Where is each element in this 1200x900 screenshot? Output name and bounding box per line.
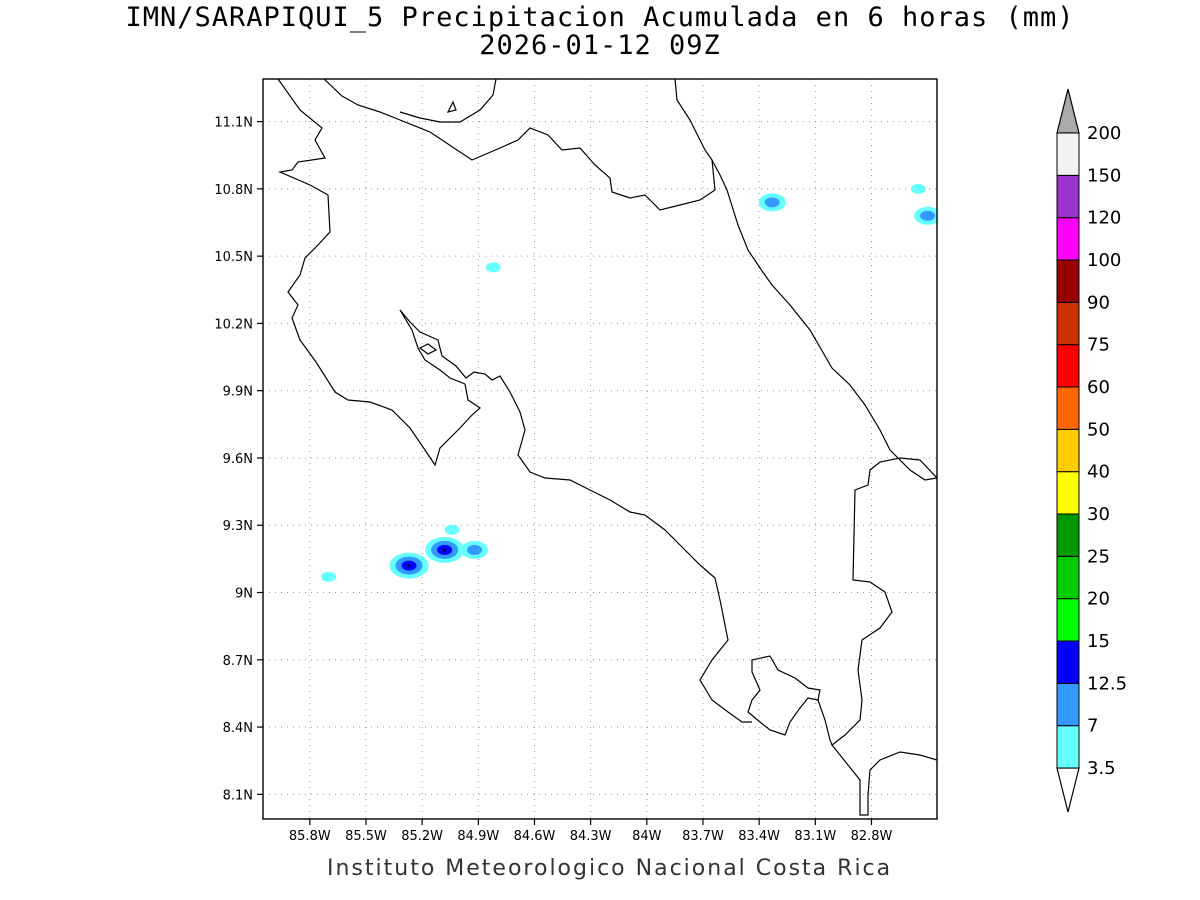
colorbar-swatch: [1056, 513, 1080, 557]
precip-cell: [444, 524, 460, 535]
lon-tick-label: 85.8W: [289, 829, 331, 844]
lat-tick-label: 10.8N: [214, 183, 253, 198]
colorbar-swatch: [1056, 301, 1080, 346]
lat-tick-label: 10.5N: [214, 250, 253, 265]
colorbar-swatch: [1056, 471, 1080, 515]
lon-tick-label: 83.1W: [794, 829, 836, 844]
colorbar-label: 90: [1087, 292, 1110, 313]
precip-cell-core: [407, 564, 411, 567]
colorbar-label: 3.5: [1087, 758, 1116, 779]
lake-nicaragua-shore: [277, 79, 481, 467]
lon-tick-label: 84.3W: [570, 829, 612, 844]
lon-tick-label: 82.8W: [851, 829, 893, 844]
lon-tick-label: 84.9W: [457, 829, 499, 844]
colorbar-label: 7: [1087, 716, 1098, 737]
colorbar-label: 100: [1087, 250, 1121, 271]
lat-tick-label: 9.9N: [223, 385, 253, 400]
colorbar-label: 75: [1087, 335, 1110, 356]
lat-tick-label: 8.1N: [223, 788, 253, 803]
lon-tick-label: 84.6W: [514, 829, 556, 844]
map-timestamp: 2026-01-12 09Z: [479, 30, 721, 61]
colorbar-label: 15: [1087, 631, 1110, 652]
lat-tick-label: 9N: [235, 587, 253, 602]
lat-tick-label: 10.2N: [214, 317, 253, 332]
precip-cell: [485, 262, 501, 273]
lon-tick-label: 84W: [632, 829, 662, 844]
colorbar-label: 50: [1087, 419, 1110, 440]
colorbar-label: 60: [1087, 377, 1110, 398]
precip-cell: [321, 571, 337, 582]
lat-tick-label: 11.1N: [214, 116, 253, 131]
lat-tick-label: 8.7N: [223, 654, 253, 669]
lat-tick-label: 9.6N: [223, 452, 253, 467]
golfo-dulce-coast: [817, 699, 833, 746]
panama-border: [831, 457, 937, 816]
precip-cell: [764, 197, 780, 208]
colorbar-label: 150: [1087, 165, 1121, 186]
lon-tick-label: 85.5W: [345, 829, 387, 844]
lon-tick-label: 83.4W: [738, 829, 780, 844]
colorbar-swatch: [1056, 555, 1080, 600]
colorbar-label: 40: [1087, 462, 1110, 483]
lat-tick-label: 8.4N: [223, 721, 253, 736]
osa-peninsula: [747, 655, 821, 736]
colorbar-under-arrow: [1056, 767, 1080, 813]
nicaragua-border: [323, 79, 716, 211]
colorbar-swatch: [1056, 640, 1080, 684]
map-gridlines: [263, 79, 937, 819]
colorbar-swatch: [1056, 725, 1080, 769]
caribbean-coast: [711, 159, 937, 481]
precip-cell: [920, 210, 936, 221]
precip-cell: [467, 544, 483, 555]
lon-tick-label: 85.2W: [401, 829, 443, 844]
axis-ticks: 85.8W 85.5W 85.2W 84.9W 84.6W 84.3W 84W 83.7W 83…: [214, 116, 892, 844]
colorbar-swatch: [1056, 428, 1080, 473]
island-chira: [418, 343, 438, 355]
island: [446, 100, 457, 113]
colorbar-label: 20: [1087, 589, 1110, 610]
map-frame: [262, 78, 938, 820]
colorbar-swatch: [1056, 217, 1080, 261]
map-title: IMN/SARAPIQUI_5 Precipitacion Acumulada …: [125, 2, 1075, 33]
colorbar-swatch: [1056, 259, 1080, 303]
colorbar-swatch: [1056, 174, 1080, 219]
colorbar-swatch: [1056, 132, 1080, 176]
colorbar-label: 30: [1087, 504, 1110, 525]
colorbar-label: 12.5: [1087, 673, 1127, 694]
colorbar-swatch: [1056, 682, 1080, 727]
colorbar-swatch: [1056, 598, 1080, 642]
lake-inlet: [399, 79, 497, 123]
lat-tick-label: 9.3N: [223, 519, 253, 534]
colorbar-label: 200: [1087, 123, 1121, 144]
precip-cell-core: [443, 548, 446, 552]
colorbar-label: 120: [1087, 208, 1121, 229]
colorbar: 3.5 7 12.5 15 20 25 30 40 50 60 75 90 100 120 150 200: [1056, 88, 1127, 813]
gulf-nicoya: [399, 309, 752, 723]
coastline: [277, 79, 937, 816]
colorbar-swatch: [1056, 344, 1080, 388]
precipitation-shading: [321, 183, 937, 582]
colorbar-label: 25: [1087, 546, 1110, 567]
lon-tick-label: 83.7W: [682, 829, 724, 844]
footer-credit: Instituto Meteorologico Nacional Costa R…: [327, 856, 893, 881]
colorbar-swatch: [1056, 386, 1080, 430]
colorbar-over-arrow: [1056, 88, 1080, 134]
precip-cell: [910, 183, 926, 194]
